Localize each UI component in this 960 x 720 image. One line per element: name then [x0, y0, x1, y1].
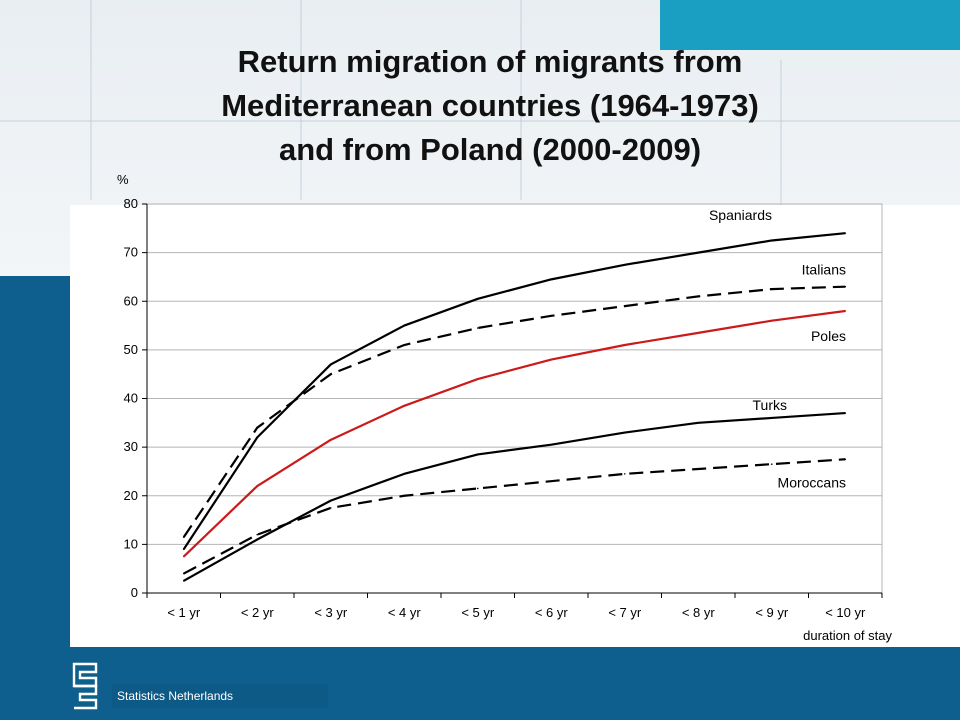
data-point: [182, 548, 185, 551]
series-label-turks: Turks: [753, 397, 787, 413]
data-point: [256, 485, 259, 487]
data-point: [844, 285, 847, 288]
data-point: [550, 278, 553, 281]
y-tick-label: 40: [124, 391, 138, 406]
series-label-italians: Italians: [802, 262, 846, 278]
data-point: [770, 463, 773, 465]
data-point: [844, 458, 847, 461]
x-tick-label: < 1 yr: [167, 605, 201, 620]
series-line-poles: [182, 309, 846, 558]
data-point: [329, 439, 332, 441]
x-tick-label: < 5 yr: [461, 605, 495, 620]
data-point: [844, 232, 847, 234]
data-point: [550, 315, 553, 317]
series-line-italians: [182, 285, 846, 538]
data-point: [329, 373, 332, 375]
series-label-spaniards: Spaniards: [709, 207, 772, 223]
data-point: [623, 431, 626, 434]
data-point: [697, 468, 700, 470]
data-point: [329, 499, 332, 502]
y-tick-label: 10: [124, 536, 138, 551]
data-point: [476, 378, 479, 380]
series-label-moroccans: Moroccans: [778, 474, 846, 490]
data-point: [844, 412, 847, 414]
y-axis-unit-label: %: [117, 172, 129, 187]
y-tick-label: 60: [124, 293, 138, 308]
data-point: [182, 580, 185, 582]
data-point: [770, 239, 773, 242]
y-tick-label: 30: [124, 439, 138, 454]
data-point: [329, 363, 332, 366]
series-line-moroccans: [183, 458, 846, 575]
x-tick-label: < 6 yr: [535, 605, 569, 620]
y-tick-label: 20: [124, 488, 138, 503]
data-point: [770, 288, 773, 290]
data-point: [550, 358, 553, 361]
y-tick-label: 70: [124, 245, 138, 260]
data-point: [256, 436, 259, 439]
data-point: [256, 538, 259, 541]
y-tick-label: 0: [131, 585, 138, 600]
data-point: [623, 305, 626, 307]
data-point: [623, 263, 626, 266]
footer-organization: Statistics Netherlands: [112, 684, 328, 708]
data-point: [476, 453, 479, 456]
data-point: [697, 422, 700, 424]
x-tick-label: < 3 yr: [314, 605, 348, 620]
corner-accent-block: [660, 0, 960, 50]
x-axis-title: duration of stay: [803, 628, 892, 643]
data-point: [329, 507, 332, 509]
data-point: [770, 319, 773, 322]
data-point: [697, 332, 700, 334]
x-tick-label: < 8 yr: [682, 605, 716, 620]
series-label-poles: Poles: [811, 328, 846, 344]
y-tick-label: 80: [124, 196, 138, 211]
cbs-logo-icon: [72, 662, 98, 710]
data-point: [476, 487, 479, 490]
title-line-2: Mediterranean countries (1964-1973): [221, 88, 759, 123]
y-tick-label: 50: [124, 342, 138, 357]
data-point: [182, 555, 185, 558]
title-line-1: Return migration of migrants from: [237, 44, 743, 79]
data-point: [623, 344, 626, 346]
series-line-spaniards: [182, 232, 846, 550]
x-tick-label: < 7 yr: [608, 605, 642, 620]
data-point: [256, 426, 259, 429]
data-point: [403, 324, 406, 327]
data-point: [403, 494, 406, 497]
data-point: [476, 327, 479, 329]
data-point: [182, 536, 185, 538]
title-line-3: and from Poland (2000-2009): [278, 132, 702, 167]
data-point: [697, 295, 700, 298]
data-point: [256, 533, 259, 536]
data-point: [550, 480, 553, 482]
data-point: [182, 572, 185, 575]
chart-panel: [70, 205, 960, 647]
data-point: [403, 404, 406, 407]
x-tick-label: < 4 yr: [388, 605, 422, 620]
series-line-turks: [183, 411, 846, 582]
data-point: [550, 443, 553, 446]
data-point: [403, 344, 406, 346]
data-point: [697, 251, 700, 254]
left-accent-bar: [0, 276, 70, 720]
x-tick-label: < 9 yr: [755, 605, 789, 620]
x-tick-label: < 2 yr: [241, 605, 275, 620]
data-point: [476, 298, 479, 300]
data-point: [623, 473, 626, 475]
slide-title: Return migration of migrants from Medite…: [120, 40, 860, 172]
data-point: [403, 473, 406, 475]
data-point: [844, 310, 847, 312]
data-point: [770, 417, 773, 419]
x-tick-label: < 10 yr: [825, 605, 866, 620]
